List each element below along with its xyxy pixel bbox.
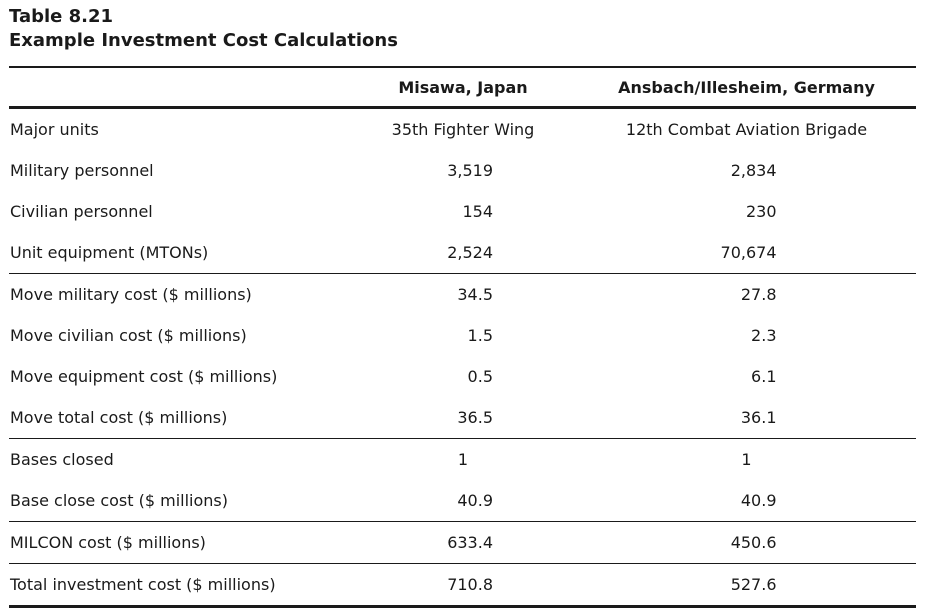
header-ansbach: Ansbach/Illesheim, Germany [618, 77, 875, 97]
investment-cost-table: Misawa, Japan Ansbach/Illesheim, Germany… [9, 66, 916, 608]
cell-ansbach: 36.1 [577, 397, 916, 439]
header-misawa: Misawa, Japan [398, 77, 528, 97]
cell-value: 710.8 [447, 575, 493, 594]
row-label: Total investment cost ($ millions) [9, 563, 349, 608]
cell-value: 2,834 [730, 161, 777, 180]
row-label: Major units [10, 120, 99, 139]
table-caption: Example Investment Cost Calculations [9, 30, 398, 51]
cell-value: 6.1 [751, 367, 777, 386]
cell-ansbach: 230 [577, 191, 916, 232]
row-label: Move military cost ($ millions) [10, 285, 252, 304]
table-body: Major units 35th Fighter Wing 12th Combat … [9, 108, 916, 608]
cell-value: 70,674 [720, 243, 777, 262]
cell-value: 1.5 [467, 326, 493, 345]
cell-misawa: 1.5 [349, 315, 577, 356]
cell-value: 230 [745, 202, 777, 221]
cell-value: 633.4 [447, 533, 493, 552]
cell-misawa: 2,524 [349, 232, 577, 274]
table-row: Military personnel 3,519 2,834 [9, 150, 916, 191]
cell-value: 154 [462, 202, 493, 221]
cell-value: 40.9 [457, 491, 493, 510]
cell-value: 2,524 [447, 243, 493, 262]
cell-misawa: 34.5 [349, 274, 577, 316]
table-row: Move total cost ($ millions) 36.5 36.1 [9, 397, 916, 439]
table-row: Bases closed 1 1 [9, 439, 916, 481]
cell-misawa: 0.5 [349, 356, 577, 397]
cell-value: 36.1 [740, 408, 777, 427]
cell-value: 34.5 [457, 285, 493, 304]
cell-ansbach: 27.8 [577, 274, 916, 316]
row-label: Civilian personnel [10, 202, 153, 221]
header-row: Misawa, Japan Ansbach/Illesheim, Germany [9, 67, 916, 108]
row-label: MILCON cost ($ millions) [9, 521, 349, 564]
cell-ansbach: 2,834 [577, 150, 916, 191]
cell-value: 2.3 [751, 326, 777, 345]
row-label: Move civilian cost ($ millions) [10, 326, 247, 345]
cell-value: 1 [457, 450, 469, 469]
table-row: MILCON cost ($ millions) 633.4 450.6 [9, 521, 916, 564]
row-label: Base close cost ($ millions) [9, 480, 349, 522]
cell-ansbach: 450.6 [577, 521, 916, 564]
cell-misawa: 710.8 [349, 563, 577, 608]
table-row: Civilian personnel 154 230 [9, 191, 916, 232]
cell-misawa: 633.4 [349, 521, 577, 564]
cell-misawa: 1 [349, 439, 577, 481]
cell-ansbach: 6.1 [577, 356, 916, 397]
cell-value: 27.8 [740, 285, 777, 304]
header-label-column [9, 67, 349, 108]
table-row: Unit equipment (MTONs) 2,524 70,674 [9, 232, 916, 274]
cell-value: 35th Fighter Wing [391, 120, 535, 139]
cell-misawa: 3,519 [349, 150, 577, 191]
cell-value: 40.9 [740, 491, 777, 510]
row-label: Military personnel [10, 161, 154, 180]
cell-misawa: 40.9 [349, 480, 577, 522]
table-row: Move military cost ($ millions) 34.5 27.8 [9, 274, 916, 316]
table-number: Table 8.21 [9, 6, 114, 27]
table-row: Total investment cost ($ millions) 710.8 5… [9, 563, 916, 608]
cell-ansbach: 12th Combat Aviation Brigade [577, 108, 916, 151]
row-label: Unit equipment (MTONs) [9, 232, 349, 274]
cell-misawa: 154 [349, 191, 577, 232]
table-title-block: Table 8.21 Example Investment Cost Calcu… [9, 5, 398, 53]
cell-ansbach: 527.6 [577, 563, 916, 608]
row-label: Bases closed [10, 450, 114, 469]
cell-value: 3,519 [447, 161, 493, 180]
row-label: Move equipment cost ($ millions) [10, 367, 278, 386]
data-table: Misawa, Japan Ansbach/Illesheim, Germany… [9, 66, 916, 608]
cell-ansbach: 2.3 [577, 315, 916, 356]
cell-value: 1 [741, 450, 752, 469]
cell-value: 0.5 [467, 367, 493, 386]
table-row: Major units 35th Fighter Wing 12th Combat … [9, 108, 916, 151]
cell-ansbach: 1 [577, 439, 916, 481]
row-label: Move total cost ($ millions) [9, 397, 349, 439]
cell-value: 527.6 [730, 575, 777, 594]
cell-misawa: 36.5 [349, 397, 577, 439]
table-row: Base close cost ($ millions) 40.9 40.9 [9, 480, 916, 522]
table-row: Move equipment cost ($ millions) 0.5 6.1 [9, 356, 916, 397]
cell-ansbach: 70,674 [577, 232, 916, 274]
cell-value: 12th Combat Aviation Brigade [625, 120, 868, 139]
table-row: Move civilian cost ($ millions) 1.5 2.3 [9, 315, 916, 356]
cell-value: 450.6 [730, 533, 777, 552]
cell-value: 36.5 [457, 408, 493, 427]
cell-ansbach: 40.9 [577, 480, 916, 522]
cell-misawa: 35th Fighter Wing [349, 108, 577, 151]
